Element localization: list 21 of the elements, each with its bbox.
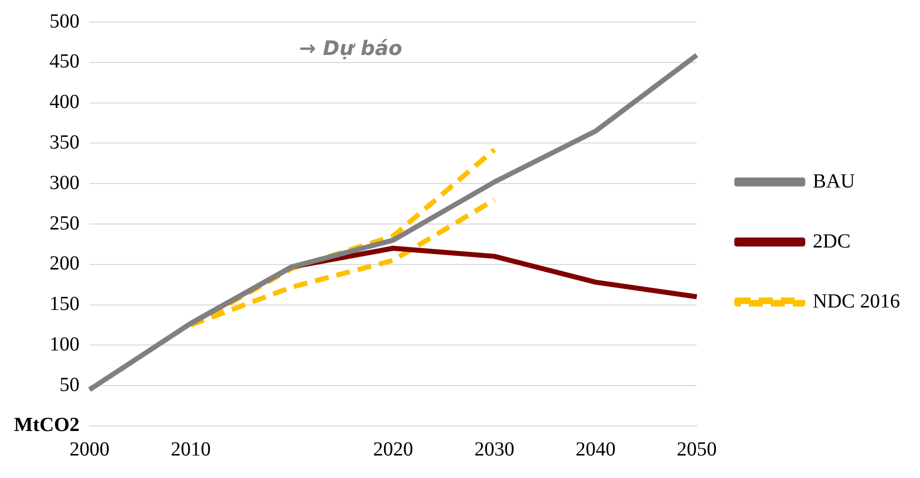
y-tick-label: MtCO2 xyxy=(14,414,80,436)
legend-label: 2DC xyxy=(812,230,851,252)
y-tick-label: 300 xyxy=(50,172,80,194)
y-tick-label: 350 xyxy=(50,131,80,154)
x-tick-label: 2030 xyxy=(474,438,514,460)
y-tick-label: 50 xyxy=(60,374,80,396)
y-tick-label: 200 xyxy=(50,252,80,275)
y-tick-label: 500 xyxy=(50,10,80,32)
y-tick-label: 250 xyxy=(50,212,80,234)
y-tick-label: 450 xyxy=(50,50,80,73)
x-tick-label: 2040 xyxy=(576,438,616,460)
y-tick-label: 400 xyxy=(50,91,80,114)
x-tick-label: 2050 xyxy=(676,438,717,460)
legend-label: BAU xyxy=(812,170,856,192)
x-tick-label: 2020 xyxy=(373,438,414,460)
legend-label: NDC 2016 xyxy=(812,290,900,312)
y-tick-label: 150 xyxy=(50,293,80,316)
annotation: → Dự báo xyxy=(299,36,402,60)
x-tick-label: 2000 xyxy=(70,438,110,460)
y-tick-label: 100 xyxy=(50,333,80,356)
x-tick-label: 2010 xyxy=(170,438,211,460)
